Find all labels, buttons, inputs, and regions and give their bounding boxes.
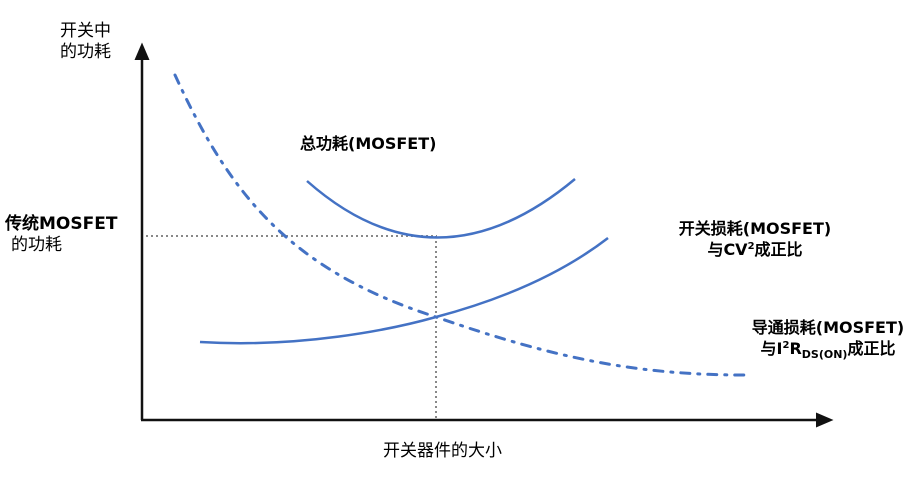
switching-label-line1: 开关损耗(MOSFET) xyxy=(678,219,832,238)
conduction-loss-label: 导通损耗(MOSFET) 与I2RDS(ON)成正比 xyxy=(738,317,914,361)
traditional-label-line2: 的功耗 xyxy=(11,235,62,255)
conduction-label-line2: 与I2RDS(ON)成正比 xyxy=(760,339,896,361)
y-axis-label-line2: 的功耗 xyxy=(60,42,111,62)
switching-label-line2: 与CV2成正比 xyxy=(707,240,803,259)
switching-loss-label: 开关损耗(MOSFET) 与CV2成正比 xyxy=(665,218,845,260)
total-loss-label: 总功耗(MOSFET) xyxy=(300,134,437,153)
traditional-label-line1: 传统MOSFET xyxy=(5,214,118,234)
conduction-loss-curve xyxy=(173,73,748,377)
conduction-label-line1: 导通损耗(MOSFET) xyxy=(751,318,905,337)
switching-loss-curve xyxy=(199,237,609,345)
y-axis-label-line1: 开关中 xyxy=(60,21,111,41)
total-loss-curve xyxy=(306,178,576,239)
y-axis-label: 开关中 的功耗 xyxy=(60,21,111,63)
x-axis-label: 开关器件的大小 xyxy=(383,441,502,461)
traditional-mosfet-label: 传统MOSFET 的功耗 xyxy=(5,214,117,256)
